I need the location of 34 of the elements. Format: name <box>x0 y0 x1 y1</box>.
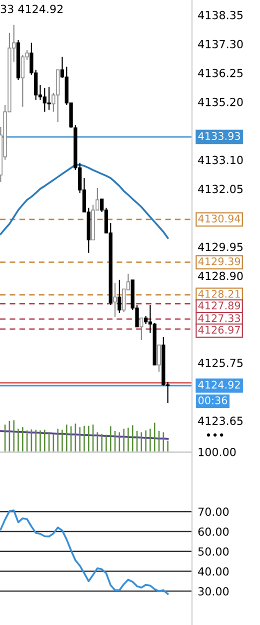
candlestick <box>47 86 51 110</box>
y-tick-label: 4129.95 <box>198 242 243 252</box>
y-tick-label: 30.00 <box>198 587 229 596</box>
ref-line-label: 4127.33 <box>198 314 240 322</box>
candlestick <box>113 282 117 318</box>
y-tick-label: 4125.75 <box>198 358 243 368</box>
ref-line-label: 4133.93 <box>198 132 240 140</box>
candlestick <box>157 344 161 372</box>
candlestick <box>118 279 122 314</box>
y-tick-label: 4128.90 <box>198 272 243 280</box>
ref-line-label: 4129.39 <box>198 257 240 266</box>
line-series <box>0 164 169 239</box>
line-series <box>0 509 169 595</box>
y-tick-label: 60.00 <box>198 527 229 536</box>
y-tick-label: 4137.30 <box>198 40 243 48</box>
y-tick-label: 70.00 <box>198 508 229 516</box>
y-tick-label: 4136.25 <box>198 68 243 78</box>
ref-line-label: 4130.94 <box>198 214 240 222</box>
y-tick-label: 4133.10 <box>198 156 243 164</box>
y-tick-label: 100.00 <box>198 448 236 456</box>
y-tick-label: 4132.05 <box>198 184 243 194</box>
text: ••• <box>206 433 224 437</box>
ref-line-label: 4127.89 <box>198 302 240 310</box>
y-tick-label: 4135.20 <box>198 98 243 106</box>
y-tick-label: 4138.35 <box>198 10 243 20</box>
y-tick-label: 40.00 <box>198 567 229 576</box>
y-tick-label: 4123.65 <box>198 416 243 426</box>
text: 00:36 <box>198 396 228 404</box>
annotation: 33 4124.92 <box>0 4 63 14</box>
ref-line-label: 4128.21 <box>198 290 240 298</box>
candlestick <box>140 317 144 341</box>
ref-line-label: 4126.97 <box>198 326 240 334</box>
ref-line-label: 4124.92 <box>198 380 240 389</box>
y-tick-label: 50.00 <box>198 547 229 556</box>
